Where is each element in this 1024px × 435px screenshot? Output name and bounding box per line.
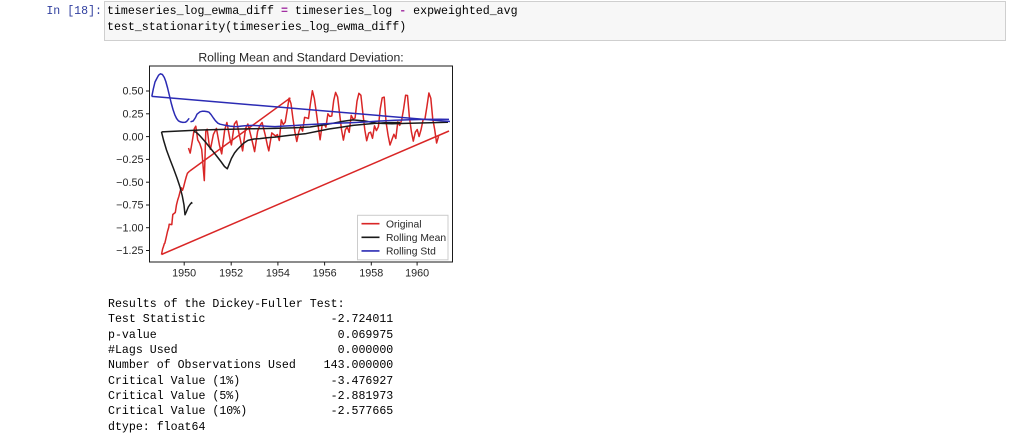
svg-text:Original: Original <box>386 219 421 230</box>
svg-text:1956: 1956 <box>313 268 337 280</box>
svg-text:1950: 1950 <box>172 268 196 280</box>
svg-text:1954: 1954 <box>266 268 290 280</box>
svg-text:−0.50: −0.50 <box>116 177 143 189</box>
svg-text:−0.75: −0.75 <box>116 200 143 212</box>
svg-text:0.50: 0.50 <box>122 86 143 98</box>
svg-text:1952: 1952 <box>219 268 243 280</box>
svg-text:−1.00: −1.00 <box>116 222 143 234</box>
svg-text:Rolling Std: Rolling Std <box>386 247 436 258</box>
svg-text:Rolling Mean and Standard Devi: Rolling Mean and Standard Deviation: <box>198 51 403 65</box>
svg-text:−1.25: −1.25 <box>116 245 143 257</box>
svg-text:−0.25: −0.25 <box>116 154 143 166</box>
svg-text:1958: 1958 <box>359 268 383 280</box>
svg-text:1960: 1960 <box>405 268 429 280</box>
svg-text:0.00: 0.00 <box>122 131 143 143</box>
svg-text:0.25: 0.25 <box>122 109 143 121</box>
svg-text:Rolling Mean: Rolling Mean <box>386 233 446 244</box>
